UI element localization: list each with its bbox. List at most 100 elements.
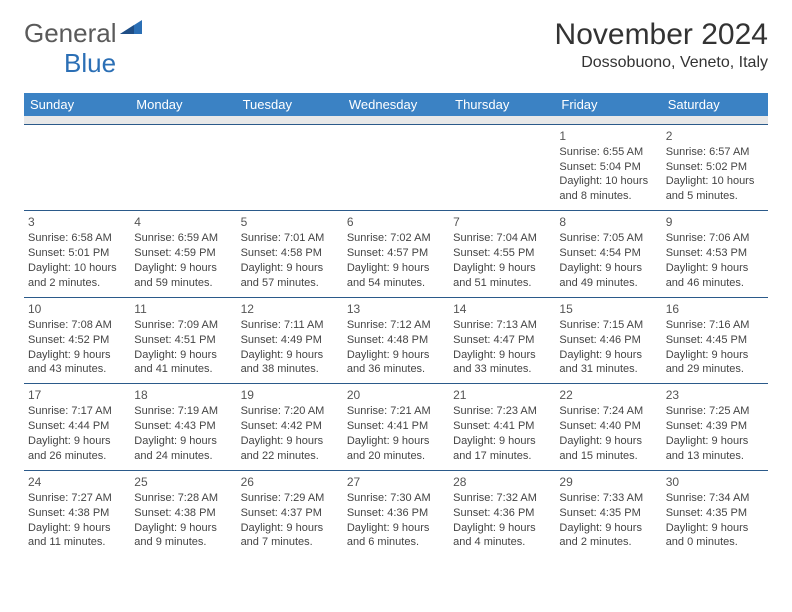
day-number: 29 xyxy=(559,474,657,490)
daylight-line: Daylight: 9 hours and 33 minutes. xyxy=(453,348,551,378)
sunrise-line: Sunrise: 7:08 AM xyxy=(28,318,126,333)
sunset-line: Sunset: 4:35 PM xyxy=(666,506,764,521)
daylight-line: Daylight: 9 hours and 59 minutes. xyxy=(134,261,232,291)
day-cell: 6Sunrise: 7:02 AMSunset: 4:57 PMDaylight… xyxy=(343,211,449,298)
day-number: 6 xyxy=(347,214,445,230)
day-header: Friday xyxy=(555,93,661,116)
sunset-line: Sunset: 4:57 PM xyxy=(347,246,445,261)
day-header: Tuesday xyxy=(237,93,343,116)
day-cell: 9Sunrise: 7:06 AMSunset: 4:53 PMDaylight… xyxy=(662,211,768,298)
sunrise-line: Sunrise: 7:05 AM xyxy=(559,231,657,246)
sunset-line: Sunset: 4:36 PM xyxy=(347,506,445,521)
sunrise-line: Sunrise: 7:17 AM xyxy=(28,404,126,419)
sunrise-line: Sunrise: 7:32 AM xyxy=(453,491,551,506)
sunset-line: Sunset: 4:39 PM xyxy=(666,419,764,434)
day-cell: 19Sunrise: 7:20 AMSunset: 4:42 PMDayligh… xyxy=(237,384,343,471)
empty-cell xyxy=(130,124,236,211)
sunrise-line: Sunrise: 7:23 AM xyxy=(453,404,551,419)
daylight-line: Daylight: 9 hours and 38 minutes. xyxy=(241,348,339,378)
daylight-line: Daylight: 9 hours and 11 minutes. xyxy=(28,521,126,551)
sunrise-line: Sunrise: 7:29 AM xyxy=(241,491,339,506)
day-header-row: SundayMondayTuesdayWednesdayThursdayFrid… xyxy=(24,93,768,116)
sunrise-line: Sunrise: 7:04 AM xyxy=(453,231,551,246)
day-number: 19 xyxy=(241,387,339,403)
sunset-line: Sunset: 5:02 PM xyxy=(666,160,764,175)
day-cell: 14Sunrise: 7:13 AMSunset: 4:47 PMDayligh… xyxy=(449,297,555,384)
daylight-line: Daylight: 9 hours and 13 minutes. xyxy=(666,434,764,464)
daylight-line: Daylight: 10 hours and 5 minutes. xyxy=(666,174,764,204)
logo: General xyxy=(24,18,144,49)
daylight-line: Daylight: 9 hours and 49 minutes. xyxy=(559,261,657,291)
sunrise-line: Sunrise: 7:01 AM xyxy=(241,231,339,246)
week-row: 3Sunrise: 6:58 AMSunset: 5:01 PMDaylight… xyxy=(24,211,768,298)
day-cell: 21Sunrise: 7:23 AMSunset: 4:41 PMDayligh… xyxy=(449,384,555,471)
day-number: 1 xyxy=(559,128,657,144)
sunrise-line: Sunrise: 7:12 AM xyxy=(347,318,445,333)
day-number: 21 xyxy=(453,387,551,403)
daylight-line: Daylight: 9 hours and 43 minutes. xyxy=(28,348,126,378)
sunset-line: Sunset: 4:48 PM xyxy=(347,333,445,348)
sunset-line: Sunset: 4:54 PM xyxy=(559,246,657,261)
sunrise-line: Sunrise: 7:09 AM xyxy=(134,318,232,333)
day-cell: 1Sunrise: 6:55 AMSunset: 5:04 PMDaylight… xyxy=(555,124,661,211)
day-cell: 22Sunrise: 7:24 AMSunset: 4:40 PMDayligh… xyxy=(555,384,661,471)
daylight-line: Daylight: 9 hours and 31 minutes. xyxy=(559,348,657,378)
day-header: Monday xyxy=(130,93,236,116)
daylight-line: Daylight: 9 hours and 7 minutes. xyxy=(241,521,339,551)
daylight-line: Daylight: 9 hours and 22 minutes. xyxy=(241,434,339,464)
sunrise-line: Sunrise: 7:24 AM xyxy=(559,404,657,419)
sunrise-line: Sunrise: 7:34 AM xyxy=(666,491,764,506)
day-number: 27 xyxy=(347,474,445,490)
logo-text-general: General xyxy=(24,18,117,49)
day-cell: 28Sunrise: 7:32 AMSunset: 4:36 PMDayligh… xyxy=(449,470,555,556)
day-cell: 25Sunrise: 7:28 AMSunset: 4:38 PMDayligh… xyxy=(130,470,236,556)
calendar-body: 1Sunrise: 6:55 AMSunset: 5:04 PMDaylight… xyxy=(24,124,768,556)
sunset-line: Sunset: 4:38 PM xyxy=(28,506,126,521)
day-cell: 20Sunrise: 7:21 AMSunset: 4:41 PMDayligh… xyxy=(343,384,449,471)
day-number: 24 xyxy=(28,474,126,490)
day-number: 14 xyxy=(453,301,551,317)
day-number: 28 xyxy=(453,474,551,490)
daylight-line: Daylight: 9 hours and 6 minutes. xyxy=(347,521,445,551)
sunset-line: Sunset: 4:41 PM xyxy=(347,419,445,434)
logo-text-blue: Blue xyxy=(64,48,116,79)
empty-cell xyxy=(449,124,555,211)
daylight-line: Daylight: 10 hours and 2 minutes. xyxy=(28,261,126,291)
day-number: 5 xyxy=(241,214,339,230)
sunset-line: Sunset: 4:49 PM xyxy=(241,333,339,348)
day-cell: 4Sunrise: 6:59 AMSunset: 4:59 PMDaylight… xyxy=(130,211,236,298)
week-row: 24Sunrise: 7:27 AMSunset: 4:38 PMDayligh… xyxy=(24,470,768,556)
day-cell: 3Sunrise: 6:58 AMSunset: 5:01 PMDaylight… xyxy=(24,211,130,298)
day-number: 4 xyxy=(134,214,232,230)
day-number: 11 xyxy=(134,301,232,317)
day-cell: 26Sunrise: 7:29 AMSunset: 4:37 PMDayligh… xyxy=(237,470,343,556)
daylight-line: Daylight: 9 hours and 0 minutes. xyxy=(666,521,764,551)
sunset-line: Sunset: 4:38 PM xyxy=(134,506,232,521)
sunset-line: Sunset: 4:51 PM xyxy=(134,333,232,348)
sunset-line: Sunset: 4:43 PM xyxy=(134,419,232,434)
day-number: 15 xyxy=(559,301,657,317)
day-number: 3 xyxy=(28,214,126,230)
daylight-line: Daylight: 9 hours and 2 minutes. xyxy=(559,521,657,551)
sunrise-line: Sunrise: 7:16 AM xyxy=(666,318,764,333)
daylight-line: Daylight: 9 hours and 41 minutes. xyxy=(134,348,232,378)
sunset-line: Sunset: 4:52 PM xyxy=(28,333,126,348)
sunrise-line: Sunrise: 7:30 AM xyxy=(347,491,445,506)
day-cell: 8Sunrise: 7:05 AMSunset: 4:54 PMDaylight… xyxy=(555,211,661,298)
sunset-line: Sunset: 4:58 PM xyxy=(241,246,339,261)
title-block: November 2024 Dossobuono, Veneto, Italy xyxy=(555,18,768,72)
sunset-line: Sunset: 4:59 PM xyxy=(134,246,232,261)
sunrise-line: Sunrise: 7:33 AM xyxy=(559,491,657,506)
day-cell: 13Sunrise: 7:12 AMSunset: 4:48 PMDayligh… xyxy=(343,297,449,384)
month-title: November 2024 xyxy=(555,18,768,52)
day-number: 7 xyxy=(453,214,551,230)
sunrise-line: Sunrise: 6:59 AM xyxy=(134,231,232,246)
sunset-line: Sunset: 4:37 PM xyxy=(241,506,339,521)
sunset-line: Sunset: 4:53 PM xyxy=(666,246,764,261)
day-number: 2 xyxy=(666,128,764,144)
sunset-line: Sunset: 4:41 PM xyxy=(453,419,551,434)
day-cell: 24Sunrise: 7:27 AMSunset: 4:38 PMDayligh… xyxy=(24,470,130,556)
daylight-line: Daylight: 9 hours and 36 minutes. xyxy=(347,348,445,378)
day-cell: 15Sunrise: 7:15 AMSunset: 4:46 PMDayligh… xyxy=(555,297,661,384)
sunrise-line: Sunrise: 7:15 AM xyxy=(559,318,657,333)
